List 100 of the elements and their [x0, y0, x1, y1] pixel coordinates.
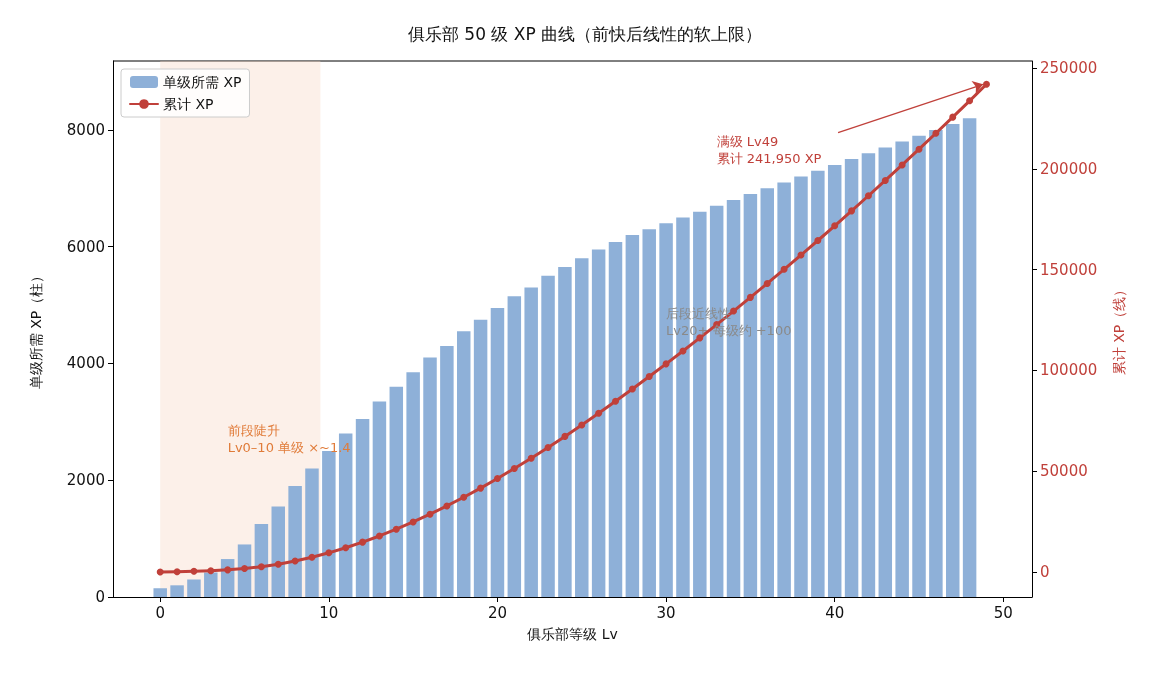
bar	[271, 506, 285, 597]
x-tick-label: 50	[993, 603, 1013, 622]
bar	[946, 124, 960, 597]
bar	[440, 345, 454, 597]
bar	[254, 524, 269, 597]
point	[814, 237, 822, 244]
bar	[372, 401, 387, 597]
point	[612, 397, 619, 405]
y2-tick-label: 150000	[1040, 260, 1098, 279]
point	[645, 373, 653, 381]
point	[460, 493, 468, 501]
point	[982, 80, 990, 88]
point	[746, 293, 754, 301]
point	[662, 360, 670, 368]
bar	[237, 544, 252, 597]
x-axis-title: 俱乐部等级 Lv	[527, 626, 618, 642]
bar	[929, 129, 943, 597]
point	[173, 568, 181, 576]
bar	[861, 153, 876, 597]
y2-tick-label: 100000	[1040, 361, 1098, 380]
bar	[153, 588, 167, 597]
bar	[187, 579, 201, 597]
y-tick-label: 2000	[66, 471, 105, 490]
bar	[389, 386, 404, 597]
bar	[912, 135, 926, 597]
bar	[322, 451, 336, 597]
point	[848, 207, 856, 215]
bar	[170, 585, 184, 597]
point	[156, 568, 164, 576]
point	[359, 538, 367, 546]
point	[291, 557, 299, 565]
bar	[473, 319, 488, 597]
y2-tick-label: 250000	[1040, 59, 1098, 78]
point	[426, 510, 434, 518]
bar	[962, 118, 977, 597]
point	[949, 113, 957, 121]
point	[375, 532, 383, 540]
bar	[811, 170, 825, 597]
point	[932, 129, 940, 137]
point	[325, 549, 333, 557]
point	[864, 192, 872, 200]
point	[241, 565, 249, 573]
y-tick-label: 8000	[66, 120, 105, 139]
point	[898, 161, 906, 169]
point	[527, 454, 535, 462]
point	[763, 279, 771, 287]
point	[780, 265, 788, 273]
point	[966, 97, 974, 105]
bar	[844, 159, 859, 597]
bar	[204, 572, 218, 597]
bar	[794, 176, 808, 597]
x-tick-label: 10	[319, 603, 339, 622]
point	[831, 222, 839, 230]
point	[578, 421, 586, 429]
y2-tick-label: 0	[1040, 563, 1050, 581]
point	[274, 560, 282, 568]
y-axis-title: 单级所需 XP（柱）	[28, 268, 44, 390]
bar	[625, 235, 640, 597]
y2-axis-title: 累计 XP（线）	[1111, 282, 1127, 376]
point	[915, 145, 923, 153]
x-tick-label: 20	[487, 603, 508, 622]
bar	[524, 287, 538, 597]
bar	[895, 141, 909, 597]
point	[477, 484, 485, 492]
y-tick-label: 6000	[66, 237, 105, 256]
point	[561, 432, 569, 440]
bar	[456, 331, 471, 597]
y-tick-label: 0	[95, 588, 105, 606]
point	[409, 518, 417, 526]
legend-label: 单级所需 XP	[163, 74, 242, 90]
bar	[878, 147, 893, 597]
bar	[558, 267, 572, 597]
chart-title: 俱乐部 50 级 XP 曲线（前快后线性的软上限）	[407, 23, 763, 44]
point	[628, 385, 636, 393]
bar	[608, 242, 623, 597]
point	[510, 465, 518, 473]
bar	[490, 307, 505, 597]
point	[493, 475, 501, 483]
x-tick-label: 40	[825, 603, 845, 622]
bar	[827, 164, 842, 597]
x-tick-label: 0	[155, 603, 165, 622]
bar	[288, 486, 302, 597]
legend-label: 累计 XP	[163, 96, 214, 112]
point	[881, 176, 889, 184]
y-tick-label: 4000	[66, 354, 105, 373]
bar	[423, 357, 437, 597]
point	[224, 566, 232, 574]
y2-tick-label: 50000	[1040, 462, 1088, 481]
point	[342, 544, 350, 552]
bar	[406, 372, 420, 597]
point	[544, 443, 552, 451]
bar	[507, 296, 522, 597]
bar	[541, 275, 555, 597]
point	[308, 553, 316, 561]
point	[595, 409, 603, 417]
annotation: 满级 Lv49 累计 241,950 XP	[716, 133, 822, 166]
y2-tick-label: 200000	[1040, 159, 1098, 178]
bar	[575, 258, 589, 597]
point	[443, 502, 451, 510]
point	[392, 525, 400, 533]
